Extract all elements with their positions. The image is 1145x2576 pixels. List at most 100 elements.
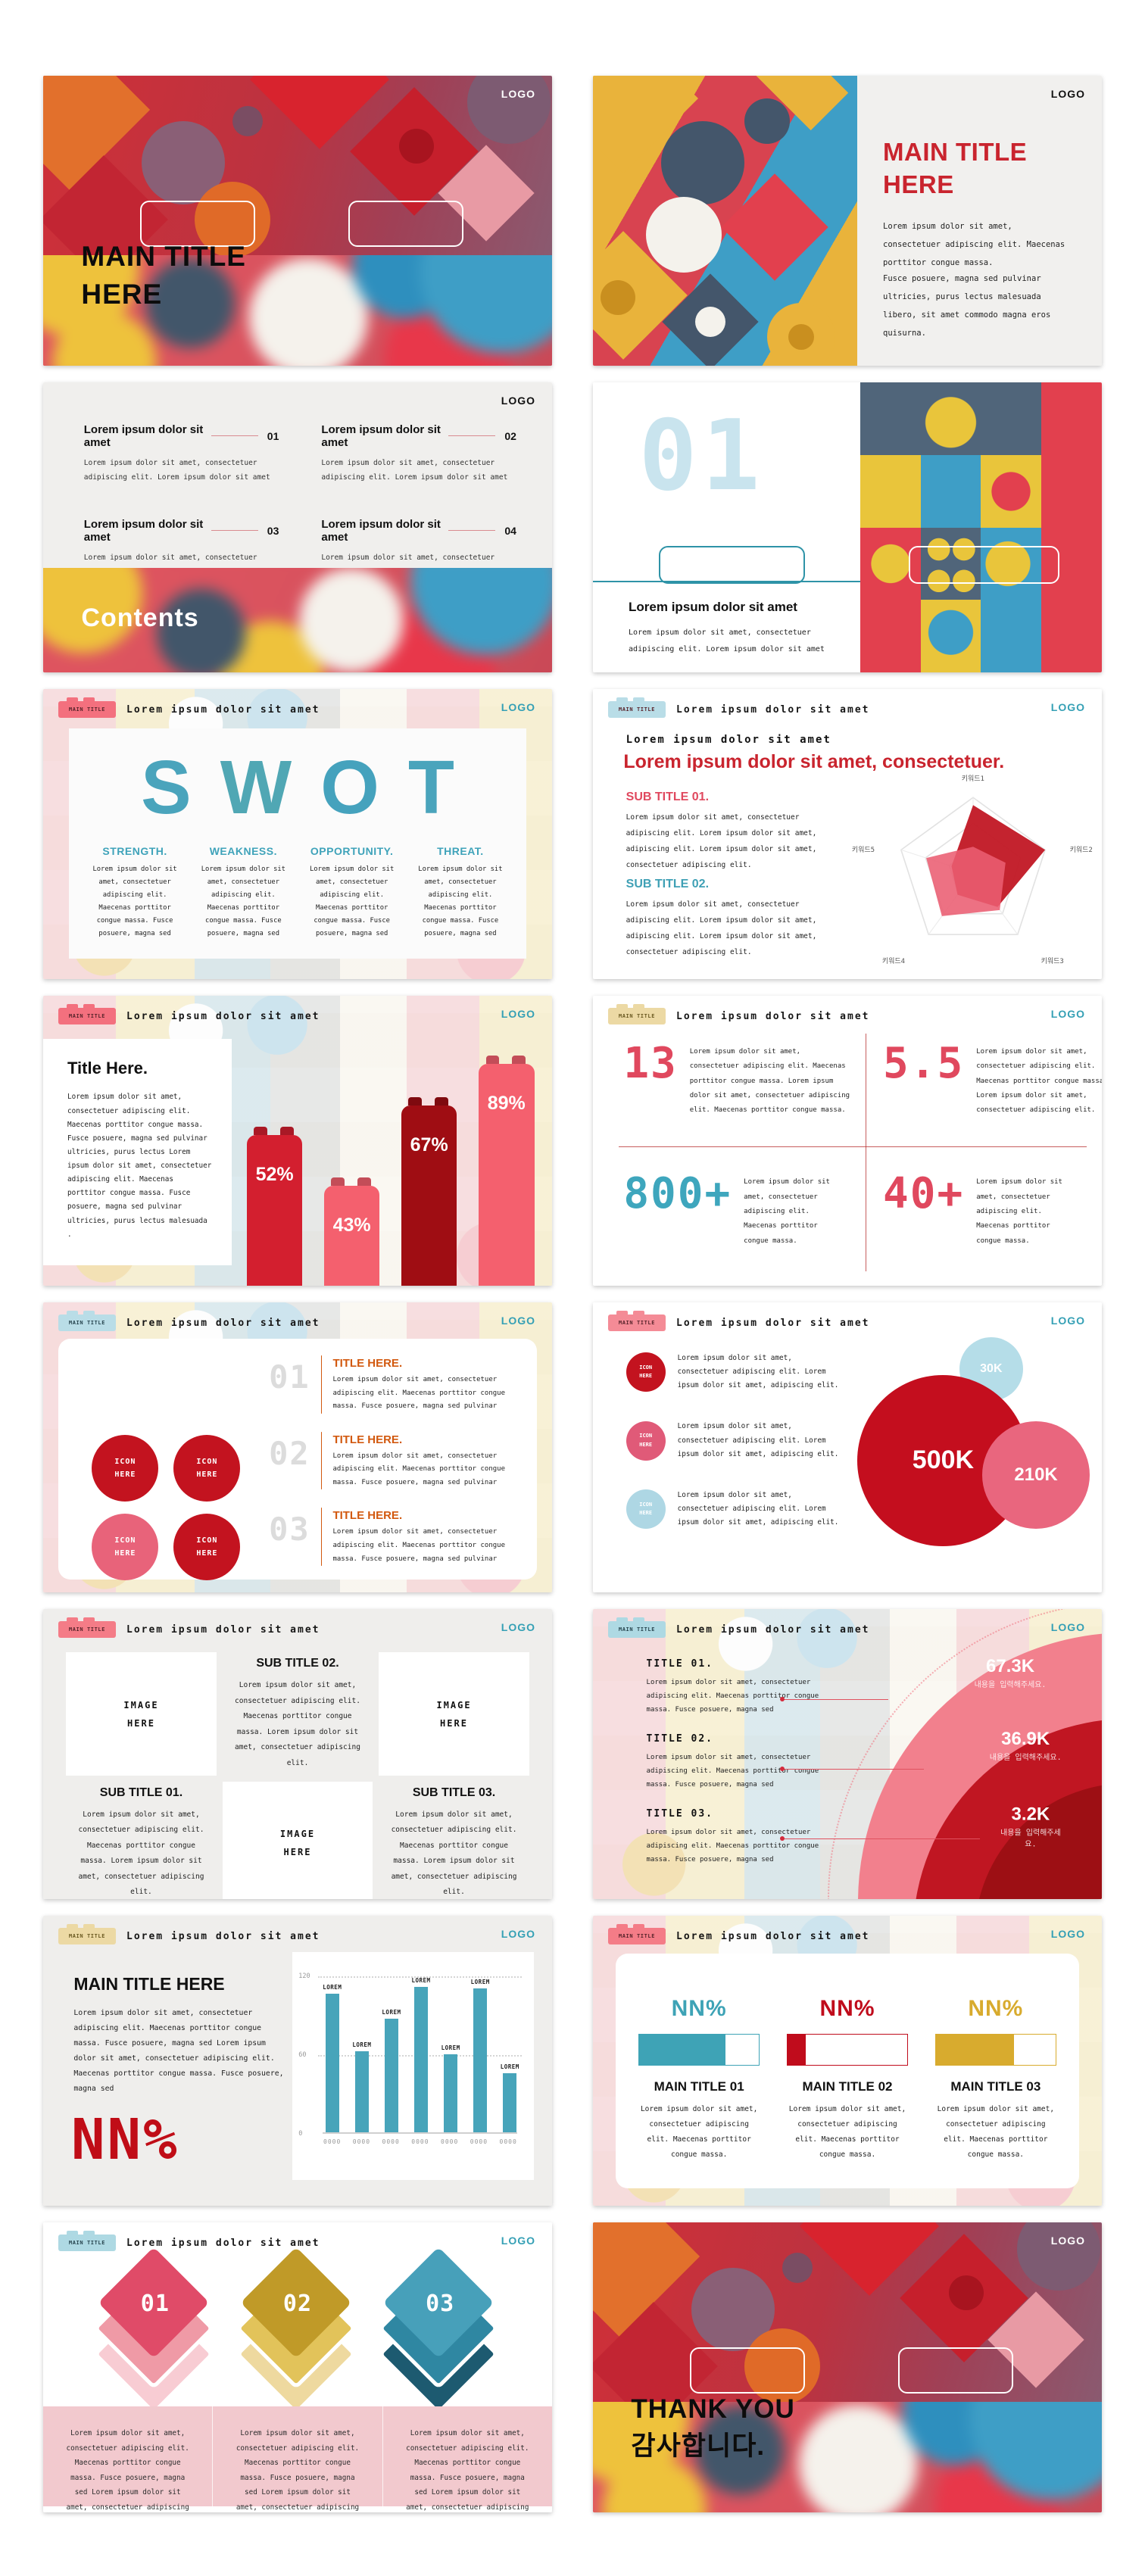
bar-chart-card: 120 60 0 LOREM LOREM LOREM LOREM LOREM LOREM L…: [292, 1951, 535, 2180]
main-title: MAIN TITLE HERE: [883, 138, 1028, 199]
icon-placeholder: ICON HERE: [626, 1489, 666, 1530]
photo-frame-outline-left: [139, 200, 255, 248]
chart-bar: LOREM: [471, 1976, 490, 2132]
bubble-210k: 210K: [982, 1421, 1090, 1530]
header-title: Lorem ipsum dolor sit amet: [126, 1930, 320, 1942]
card-body: Lorem ipsum dolor sit amet, consectetuer…: [67, 1093, 212, 1239]
lego-bar: 89%: [478, 1064, 535, 1286]
logo: LOGO: [1050, 1008, 1085, 1020]
body-text: Lorem ipsum dolor sit amet, consectetuer…: [73, 2008, 284, 2094]
ring-value-2: 36.9K 내용을 입력해주세요.: [989, 1729, 1062, 1762]
logo: LOGO: [501, 88, 535, 100]
photo-frame-outline-left: [689, 2347, 805, 2394]
text-cell: SUB TITLE 03. Lorem ipsum dolor sit amet…: [391, 1785, 517, 1897]
slide-cover-split[interactable]: LOGO MAIN TITLE HERE Lorem ipsum dolor si…: [593, 76, 1102, 366]
slide-numbered-list[interactable]: MAIN TITLE Lorem ipsum dolor sit amet LO…: [43, 1302, 552, 1592]
cover-paragraph-2: Fusce posuere, magna sed pulvinar ultric…: [883, 273, 1051, 338]
chart-bar: LOREM: [352, 1976, 371, 2132]
content-card: ICON HERE ICON HERE ICON HERE ICON HERE 01 T…: [58, 1338, 537, 1581]
diamond-stack-03: 03: [377, 2247, 501, 2422]
header-title: Lorem ipsum dolor sit amet: [126, 2237, 320, 2249]
main-title-badge: MAIN TITLE: [58, 2231, 116, 2251]
progress-card: NN% MAIN TITLE 01 Lorem ipsum dolor sit …: [616, 1953, 1079, 2189]
lego-bar: 43%: [323, 1186, 380, 1286]
lego-photo-red: [593, 2222, 1102, 2512]
sub-title-block-1: SUB TITLE 01. Lorem ipsum dolor sit amet…: [626, 791, 817, 869]
progress-column-3: NN% MAIN TITLE 03 Lorem ipsum dolor sit …: [934, 1996, 1056, 2188]
main-title-badge: MAIN TITLE: [608, 1924, 666, 1944]
icon-placeholder: ICON HERE: [173, 1514, 241, 1581]
text-card: Title Here. Lorem ipsum dolor sit amet, …: [43, 1039, 232, 1266]
header-title: Lorem ipsum dolor sit amet: [126, 1623, 320, 1636]
slide-radar[interactable]: MAIN TITLE Lorem ipsum dolor sit amet LO…: [593, 689, 1102, 979]
slide-lego-bars[interactable]: MAIN TITLE Lorem ipsum dolor sit amet LO…: [43, 996, 552, 1286]
slide-section-01[interactable]: 01 Lorem ipsum dolor sit amet Lorem ipsu…: [593, 382, 1102, 672]
slide-diamonds[interactable]: MAIN TITLE Lorem ipsum dolor sit amet LO…: [43, 2222, 552, 2512]
icon-placeholder: ICON HERE: [92, 1435, 159, 1502]
lego-bar-chart: 52% 43% 67% 89%: [246, 1042, 535, 1286]
logo: LOGO: [1050, 88, 1085, 100]
slide-contents[interactable]: LOGO Lorem ipsum dolor sit amet 01 Lorem …: [43, 382, 552, 672]
legend-row: ICON HERE Lorem ipsum dolor sit amet, con…: [626, 1489, 845, 1530]
swot-column: THREAT. Lorem ipsum dolor sit amet, conse…: [418, 844, 503, 938]
slide-swot[interactable]: MAIN TITLE Lorem ipsum dolor sit amet LO…: [43, 689, 552, 979]
main-title: MAIN TITLE HERE: [73, 1973, 225, 1994]
pink-text-panel: Lorem ipsum dolor sit amet, consectetuer…: [43, 2406, 552, 2512]
slide-progress[interactable]: MAIN TITLE Lorem ipsum dolor sit amet LO…: [593, 1916, 1102, 2206]
main-title-badge: MAIN TITLE: [58, 1617, 116, 1638]
logo: LOGO: [501, 395, 535, 407]
photo-frame-outline: [908, 546, 1059, 585]
main-title: MAIN TITLE HERE: [81, 241, 246, 310]
slide-thank-you[interactable]: LOGO THANK YOU 감사합니다.: [593, 2222, 1102, 2512]
diamond-stack-01: 01: [92, 2247, 216, 2422]
logo: LOGO: [1050, 1928, 1085, 1940]
ring-value-1: 67.3K 내용을 입력해주세요.: [974, 1656, 1047, 1690]
main-title-badge: MAIN TITLE: [608, 1617, 666, 1638]
x-axis-labels: 0000 0000 0000 0000 0000 0000 0000: [323, 2138, 517, 2145]
icon-circles: ICON HERE ICON HERE ICON HERE ICON HERE: [92, 1435, 243, 1581]
logo: LOGO: [1050, 1315, 1085, 1327]
section-body: Lorem ipsum dolor sit amet, consectetuer…: [629, 628, 825, 653]
slide-image-grid[interactable]: MAIN TITLE Lorem ipsum dolor sit amet LO…: [43, 1609, 552, 1899]
slide-bubbles[interactable]: MAIN TITLE Lorem ipsum dolor sit amet LO…: [593, 1302, 1102, 1592]
slide-cover-dark[interactable]: LOGO MAIN TITLE HERE: [43, 76, 552, 366]
numbered-item: 02 TITLE HERE. Lorem ipsum dolor sit amet…: [269, 1431, 513, 1490]
ring-item: TITLE 02. Lorem ipsum dolor sit amet, con…: [646, 1733, 819, 1789]
logo: LOGO: [1050, 701, 1085, 713]
bar-chart: LOREM LOREM LOREM LOREM LOREM LOREM LOREM: [323, 1976, 519, 2134]
swot-column: OPPORTUNITY. Lorem ipsum dolor sit amet, …: [310, 844, 395, 938]
slide-big-numbers[interactable]: MAIN TITLE Lorem ipsum dolor sit amet LO…: [593, 996, 1102, 1286]
icon-placeholder: ICON HERE: [626, 1352, 666, 1392]
lego-bar: 52%: [246, 1134, 303, 1286]
logo: LOGO: [1050, 2235, 1085, 2247]
chart-bar: LOREM: [382, 1976, 401, 2132]
stat-5-5: 5.5 Lorem ipsum dolor sit amet, consecte…: [883, 1039, 1102, 1115]
ring-item: TITLE 03. Lorem ipsum dolor sit amet, con…: [646, 1808, 819, 1864]
logo: LOGO: [501, 2235, 535, 2247]
text-cell: SUB TITLE 02. Lorem ipsum dolor sit amet…: [235, 1657, 360, 1767]
slide-nn-chart[interactable]: MAIN TITLE Lorem ipsum dolor sit amet LO…: [43, 1916, 552, 2206]
ring-item: TITLE 01. Lorem ipsum dolor sit amet, con…: [646, 1658, 819, 1714]
header-title: Lorem ipsum dolor sit amet: [126, 703, 320, 716]
leader-line: [779, 1767, 924, 1772]
diamond-stack-02: 02: [235, 2247, 358, 2422]
main-title-badge: MAIN TITLE: [608, 1004, 666, 1024]
logo: LOGO: [1050, 1621, 1085, 1633]
logo: LOGO: [501, 1315, 535, 1327]
main-title-badge: MAIN TITLE: [608, 697, 666, 718]
legend-row: ICON HERE Lorem ipsum dolor sit amet, con…: [626, 1420, 845, 1461]
stat-800: 800+ Lorem ipsum dolor sit amet, consect…: [623, 1169, 830, 1245]
chart-bar: LOREM: [501, 1976, 519, 2132]
main-title-badge: MAIN TITLE: [608, 1311, 666, 1331]
legend-row: ICON HERE Lorem ipsum dolor sit amet, con…: [626, 1352, 845, 1392]
main-title-badge: MAIN TITLE: [58, 1311, 116, 1331]
header-title: Lorem ipsum dolor sit amet: [676, 1623, 870, 1636]
numbered-item: 03 TITLE HERE. Lorem ipsum dolor sit amet…: [269, 1508, 513, 1567]
contents-item: Lorem ipsum dolor sit amet 02 Lorem ipsum…: [321, 423, 516, 482]
slide-target-rings[interactable]: MAIN TITLE Lorem ipsum dolor sit amet LO…: [593, 1609, 1102, 1899]
chart-bar: LOREM: [323, 1976, 342, 2132]
text-cell: SUB TITLE 01. Lorem ipsum dolor sit amet…: [78, 1785, 204, 1897]
leader-line: [779, 1836, 980, 1842]
